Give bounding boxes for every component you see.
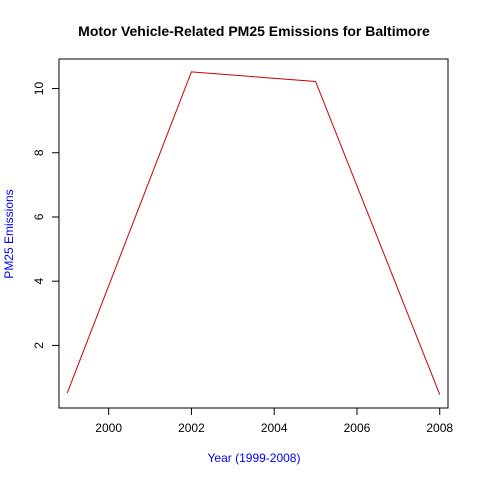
x-axis-label: Year (1999-2008) [208, 451, 301, 465]
y-tick-label-10: 10 [32, 82, 46, 96]
series-group [66, 71, 441, 395]
y-tick-label-8: 8 [32, 149, 46, 156]
x-axis: 2000 2002 2004 2006 2008 [95, 408, 453, 435]
series-line-0 [66, 71, 441, 395]
x-tick-label-2008: 2008 [426, 421, 453, 435]
y-tick-label-2: 2 [32, 342, 46, 349]
x-tick-label-2002: 2002 [178, 421, 205, 435]
x-tick-label-2000: 2000 [95, 421, 122, 435]
plot-frame [58, 58, 449, 409]
x-tick-label-2006: 2006 [344, 421, 371, 435]
y-axis-label: PM25 Emissions [2, 189, 16, 278]
y-tick-label-4: 4 [32, 278, 46, 285]
x-tick-label-2004: 2004 [261, 421, 288, 435]
chart-title: Motor Vehicle-Related PM25 Emissions for… [78, 23, 430, 39]
y-axis: 2 4 6 8 10 [32, 82, 59, 349]
y-tick-label-6: 6 [32, 213, 46, 220]
